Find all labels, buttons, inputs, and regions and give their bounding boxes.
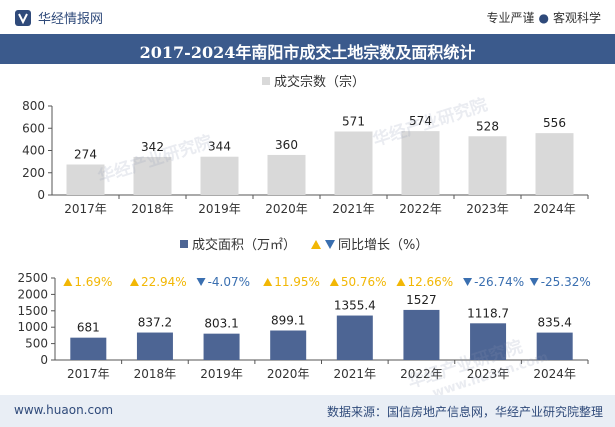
y-tick-label: 800 bbox=[22, 99, 45, 113]
data-label: 835.4 bbox=[538, 316, 572, 330]
y-tick-label: 400 bbox=[22, 144, 45, 158]
y-tick-label: 2500 bbox=[17, 271, 48, 285]
up-triangle-icon bbox=[329, 278, 339, 286]
growth-label: -4.07% bbox=[208, 275, 250, 289]
down-triangle-icon bbox=[463, 278, 473, 286]
down-triangle-icon bbox=[196, 278, 206, 286]
data-label: 571 bbox=[342, 114, 365, 128]
x-tick-label: 2020年 bbox=[267, 367, 310, 381]
data-label: 528 bbox=[476, 119, 499, 133]
y-tick-label: 0 bbox=[40, 353, 48, 367]
y-tick-label: 500 bbox=[25, 337, 48, 351]
data-label: 344 bbox=[208, 140, 231, 154]
x-tick-label: 2022年 bbox=[399, 202, 442, 216]
bar bbox=[133, 156, 172, 195]
footer-website: www.huaon.com bbox=[14, 403, 114, 417]
brand-logo-icon bbox=[15, 9, 31, 26]
growth-label: 22.94% bbox=[141, 275, 187, 289]
growth-label: 11.95% bbox=[274, 275, 320, 289]
legend-label: 成交面积（万㎡） bbox=[192, 237, 296, 253]
bar bbox=[200, 156, 239, 195]
brand: 华经情报网 bbox=[14, 8, 103, 27]
slogan-left: 专业严谨 bbox=[486, 11, 535, 25]
growth-label: 1.69% bbox=[74, 275, 112, 289]
data-label: 360 bbox=[275, 138, 298, 152]
y-tick-label: 0 bbox=[37, 188, 45, 202]
legend-label: 成交宗数（宗） bbox=[274, 74, 365, 90]
data-label: 274 bbox=[74, 148, 97, 162]
x-tick-label: 2024年 bbox=[533, 367, 576, 381]
y-tick-label: 200 bbox=[22, 166, 45, 180]
footer-source: 数据来源：国信房地产信息网，华经产业研究院整理 bbox=[326, 405, 603, 419]
footer: www.huaon.com 数据来源：国信房地产信息网，华经产业研究院整理 bbox=[0, 395, 615, 427]
data-label: 1527 bbox=[406, 293, 437, 307]
bar bbox=[468, 136, 507, 195]
bar bbox=[203, 333, 240, 360]
top-bar: 华经情报网 专业严谨 ● 客观科学 bbox=[0, 0, 615, 34]
slogan-right: 客观科学 bbox=[552, 11, 601, 25]
legend-swatch bbox=[180, 240, 188, 248]
data-label: 681 bbox=[77, 321, 100, 335]
legend-down-triangle-icon bbox=[325, 240, 335, 249]
up-triangle-icon bbox=[396, 278, 406, 286]
x-tick-label: 2021年 bbox=[334, 367, 377, 381]
bar bbox=[401, 131, 440, 195]
down-triangle-icon bbox=[529, 278, 539, 286]
x-tick-label: 2019年 bbox=[198, 202, 241, 216]
slogan-dot-icon: ● bbox=[538, 11, 549, 25]
bar bbox=[66, 164, 105, 195]
up-triangle-icon bbox=[63, 278, 73, 286]
x-tick-label: 2021年 bbox=[332, 202, 375, 216]
data-label: 1355.4 bbox=[334, 299, 376, 313]
x-tick-label: 2023年 bbox=[467, 367, 510, 381]
x-tick-label: 2017年 bbox=[67, 367, 110, 381]
bar bbox=[536, 332, 573, 360]
data-label: 803.1 bbox=[204, 317, 238, 331]
data-label: 1118.7 bbox=[467, 306, 509, 320]
x-tick-label: 2019年 bbox=[200, 367, 243, 381]
x-tick-label: 2017年 bbox=[64, 202, 107, 216]
bar bbox=[267, 154, 306, 195]
data-label: 574 bbox=[409, 114, 432, 128]
y-tick-label: 600 bbox=[22, 121, 45, 135]
data-label: 342 bbox=[141, 140, 164, 154]
bar bbox=[535, 133, 574, 195]
growth-label: 50.76% bbox=[341, 275, 387, 289]
bar bbox=[470, 323, 507, 360]
y-tick-label: 2000 bbox=[17, 287, 48, 301]
slogan: 专业严谨 ● 客观科学 bbox=[486, 9, 601, 26]
bar bbox=[270, 330, 307, 360]
up-triangle-icon bbox=[263, 278, 273, 286]
bar bbox=[70, 337, 107, 360]
x-tick-label: 2020年 bbox=[265, 202, 308, 216]
data-label: 837.2 bbox=[138, 316, 172, 330]
bar bbox=[336, 315, 373, 360]
chart-area: 成交宗数（宗） 0 200 400 600 800 274 2017年 342 2018年 344 2… bbox=[17, 74, 591, 381]
bar bbox=[334, 131, 373, 195]
data-label: 556 bbox=[543, 116, 566, 130]
data-label: 899.1 bbox=[271, 314, 305, 328]
x-tick-label: 2018年 bbox=[131, 202, 174, 216]
growth-label: 12.66% bbox=[407, 275, 453, 289]
bar bbox=[136, 332, 173, 360]
legend-swatch bbox=[262, 77, 270, 85]
y-tick-label: 1500 bbox=[17, 304, 48, 318]
title-bar: 2017-2024年南阳市成交土地宗数及面积统计 bbox=[0, 34, 615, 64]
x-tick-label: 2018年 bbox=[134, 367, 177, 381]
growth-label: -25.32% bbox=[541, 275, 591, 289]
brand-name: 华经情报网 bbox=[38, 12, 104, 27]
chart-title: 2017-2024年南阳市成交土地宗数及面积统计 bbox=[139, 43, 476, 62]
y-tick-label: 1000 bbox=[17, 320, 48, 334]
growth-label: -26.74% bbox=[474, 275, 524, 289]
x-tick-label: 2023年 bbox=[466, 202, 509, 216]
x-tick-label: 2022年 bbox=[400, 367, 443, 381]
x-tick-label: 2024年 bbox=[533, 202, 576, 216]
legend-growth-label: 同比增长（%） bbox=[338, 238, 428, 253]
bar bbox=[403, 309, 440, 360]
legend-up-triangle-icon bbox=[311, 240, 321, 249]
up-triangle-icon bbox=[129, 278, 139, 286]
